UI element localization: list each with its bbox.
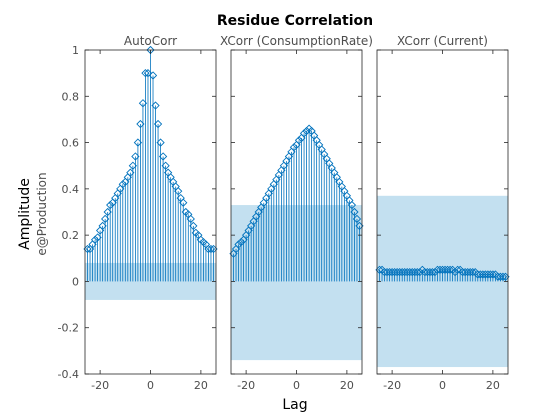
x-axis-label: Lag bbox=[282, 397, 307, 413]
figure-title: Residue Correlation bbox=[217, 13, 373, 29]
panel-2: -20 0 20 XCorr (ConsumptionRate) bbox=[220, 34, 373, 392]
data-point bbox=[128, 161, 138, 170]
data-point bbox=[103, 207, 112, 217]
data-point bbox=[118, 180, 127, 189]
y-axis-sublabel: e@Production bbox=[35, 172, 49, 255]
data-point bbox=[453, 265, 462, 274]
data-point bbox=[488, 270, 498, 279]
data-point bbox=[143, 69, 153, 78]
data-point bbox=[141, 69, 150, 78]
panel-title: XCorr (Current) bbox=[397, 34, 488, 48]
data-point bbox=[468, 268, 477, 277]
data-point bbox=[126, 168, 135, 177]
y-tick-label: 0 bbox=[72, 275, 79, 288]
data-point bbox=[206, 244, 216, 254]
y-tick-label: -0.4 bbox=[58, 368, 79, 381]
data-point bbox=[133, 138, 143, 147]
y-tick-label: 0.6 bbox=[62, 137, 80, 150]
x-tick-label: -20 bbox=[91, 379, 109, 392]
data-point bbox=[158, 152, 168, 161]
y-axis-label: Amplitude bbox=[17, 178, 33, 250]
panel-3: -20 0 20 XCorr (Current) bbox=[375, 34, 510, 392]
data-point bbox=[93, 233, 102, 242]
data-point bbox=[90, 235, 100, 244]
data-point bbox=[289, 143, 299, 152]
data-point bbox=[352, 214, 362, 224]
data-point bbox=[174, 187, 183, 196]
panel-title: AutoCorr bbox=[124, 34, 177, 48]
data-point bbox=[131, 152, 140, 161]
data-point bbox=[151, 101, 160, 110]
data-point bbox=[350, 207, 359, 217]
data-point bbox=[153, 119, 163, 129]
x-tick-label: 0 bbox=[293, 379, 300, 392]
panels: 1 0.8 0.6 0.4 0.2 0 -0.2 -0.4 -20 0 20 AutoCorr -20 0… bbox=[58, 34, 510, 392]
panel-title: XCorr (ConsumptionRate) bbox=[220, 34, 373, 48]
y-tick-label: 0.8 bbox=[62, 90, 80, 103]
x-tick-label: -20 bbox=[383, 379, 401, 392]
x-tick-label: 20 bbox=[486, 379, 500, 392]
y-tick-label: 0.2 bbox=[62, 229, 80, 242]
data-point bbox=[498, 272, 508, 281]
y-tick-label: 0.4 bbox=[62, 183, 80, 196]
y-tick-label: 1 bbox=[72, 44, 79, 57]
data-point bbox=[101, 214, 110, 224]
data-point bbox=[106, 200, 115, 210]
data-point bbox=[138, 99, 148, 108]
data-point bbox=[299, 129, 309, 138]
data-point bbox=[236, 237, 246, 247]
x-tick-label: 0 bbox=[147, 379, 154, 392]
data-point bbox=[148, 71, 158, 80]
data-point bbox=[294, 136, 304, 145]
data-point bbox=[234, 240, 243, 249]
x-tick-label: 20 bbox=[340, 379, 354, 392]
data-point bbox=[189, 221, 198, 231]
data-point bbox=[136, 119, 145, 129]
panel-1: 1 0.8 0.6 0.4 0.2 0 -0.2 -0.4 -20 0 20 AutoCorr bbox=[58, 34, 218, 392]
data-point bbox=[161, 161, 170, 170]
x-tick-label: 20 bbox=[194, 379, 208, 392]
data-point bbox=[347, 200, 357, 210]
data-point bbox=[445, 265, 455, 274]
data-point bbox=[98, 221, 107, 231]
data-point bbox=[156, 138, 165, 147]
y-tick-label: -0.2 bbox=[58, 322, 79, 335]
x-tick-label: -20 bbox=[237, 379, 255, 392]
data-point bbox=[179, 198, 188, 207]
x-tick-label: 0 bbox=[439, 379, 446, 392]
data-point bbox=[186, 214, 195, 224]
